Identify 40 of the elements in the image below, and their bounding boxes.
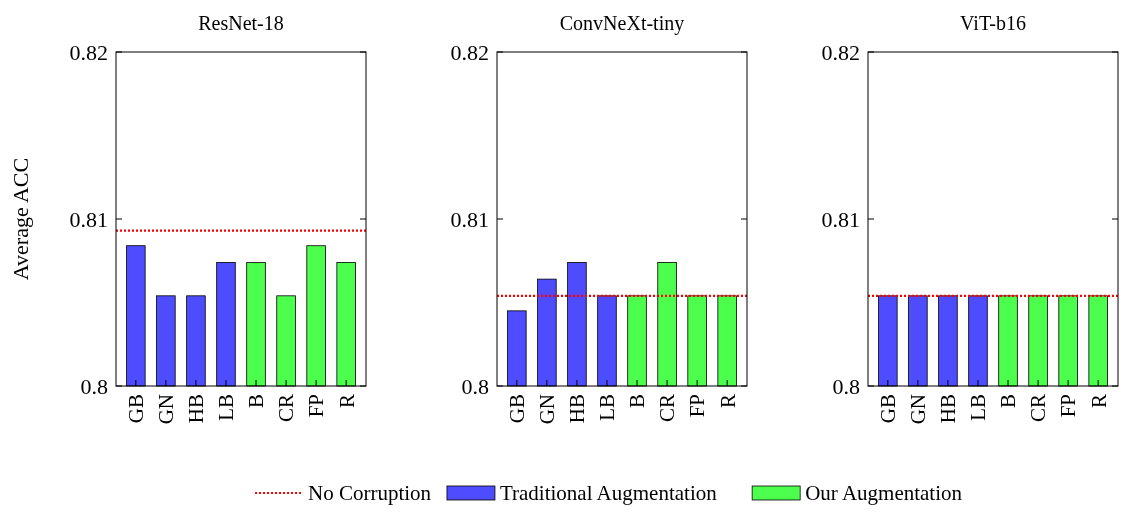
x-tick-label: R bbox=[334, 394, 359, 409]
y-axis-title: Average ACC bbox=[8, 157, 33, 281]
x-tick-label: GN bbox=[154, 394, 179, 425]
legend-label: Traditional Augmentation bbox=[499, 481, 718, 506]
x-tick-label: GB bbox=[876, 394, 901, 424]
y-tick-label: 0.82 bbox=[450, 39, 489, 65]
y-tick-label: 0.81 bbox=[821, 206, 860, 232]
x-tick-label: GB bbox=[505, 394, 530, 424]
x-tick-label: LB bbox=[966, 394, 991, 421]
x-tick-label: R bbox=[715, 394, 740, 409]
x-tick-label: GB bbox=[124, 394, 149, 424]
y-tick-label: 0.82 bbox=[821, 39, 860, 65]
x-tick-label: B bbox=[244, 394, 269, 409]
x-tick-label: B bbox=[625, 394, 650, 409]
y-tick-label: 0.8 bbox=[832, 373, 860, 399]
y-tick-label: 0.8 bbox=[80, 373, 108, 399]
x-tick-label: FP bbox=[1056, 394, 1081, 418]
x-tick-label: LB bbox=[595, 394, 620, 421]
x-tick-label: FP bbox=[304, 394, 329, 418]
y-tick-label: 0.81 bbox=[69, 206, 108, 232]
x-tick-label: R bbox=[1086, 394, 1111, 409]
legend-label: Our Augmentation bbox=[805, 481, 963, 506]
x-tick-label: HB bbox=[565, 394, 590, 424]
x-tick-label: LB bbox=[214, 394, 239, 421]
y-tick-label: 0.8 bbox=[461, 373, 489, 399]
chart-title: ViT-b16 bbox=[960, 12, 1026, 34]
x-tick-label: HB bbox=[184, 394, 209, 424]
x-tick-label: GN bbox=[535, 394, 560, 425]
x-tick-label: FP bbox=[685, 394, 710, 418]
chart-title: ResNet-18 bbox=[198, 12, 284, 34]
y-tick-label: 0.81 bbox=[450, 206, 489, 232]
x-tick-label: CR bbox=[655, 394, 680, 423]
x-tick-label: B bbox=[996, 394, 1021, 409]
x-tick-label: GN bbox=[906, 394, 931, 425]
legend-label: No Corruption bbox=[308, 481, 432, 506]
x-tick-label: HB bbox=[936, 394, 961, 424]
x-tick-label: CR bbox=[274, 394, 299, 423]
y-tick-label: 0.82 bbox=[69, 39, 108, 65]
x-tick-label: CR bbox=[1026, 394, 1051, 423]
chart-title: ConvNeXt-tiny bbox=[559, 12, 685, 35]
